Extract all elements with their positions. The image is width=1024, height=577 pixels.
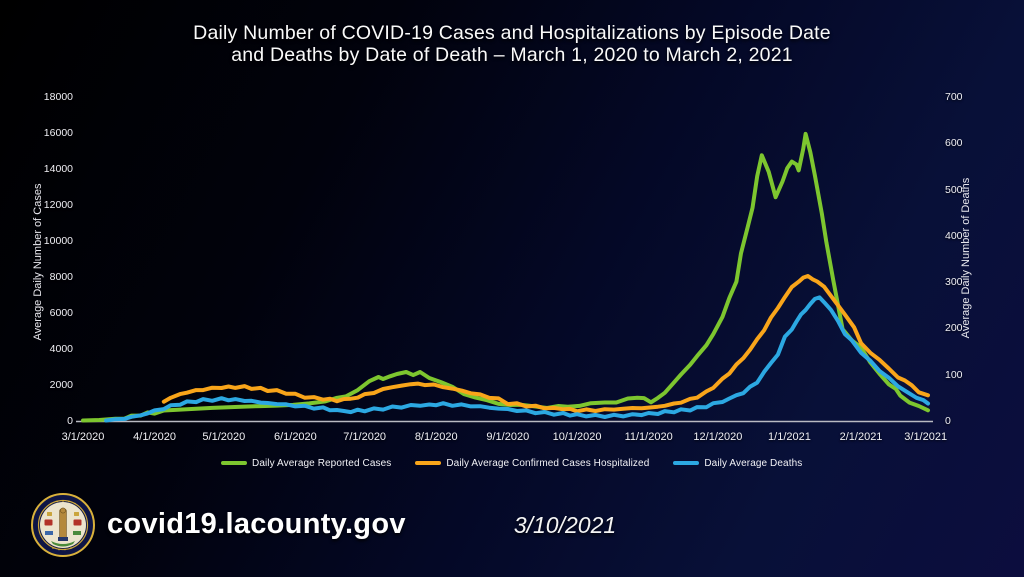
chart-title: Daily Number of COVID-19 Cases and Hospi…: [0, 22, 1024, 66]
left-axis-tick: 4000: [49, 343, 73, 355]
right-axis-tick: 600: [945, 137, 963, 150]
right-axis-tick: 200: [945, 322, 963, 335]
legend-label: Daily Average Reported Cases: [252, 457, 392, 469]
series-line-left: [161, 274, 930, 414]
chart-legend: Daily Average Reported Cases Daily Averag…: [221, 456, 802, 470]
la-county-seal-logo: [31, 493, 95, 557]
x-axis-tick: 8/1/2020: [414, 431, 458, 443]
seal-left-emblems: [44, 512, 53, 535]
legend-line-swatch: [673, 461, 700, 465]
series-line-right: [104, 295, 930, 423]
seal-right-emblems: [73, 512, 82, 535]
series-line-left: [81, 131, 930, 423]
footer-date: 3/10/2021: [513, 512, 617, 538]
legend-item: Daily Average Reported Cases: [221, 458, 391, 469]
legend-item: Daily Average Confirmed Cases Hospitaliz…: [415, 458, 649, 469]
left-axis-tick: 6000: [49, 307, 73, 319]
right-axis-tick: 0: [945, 415, 951, 427]
x-axis-tick: 9/1/2020: [486, 431, 530, 443]
legend-line-swatch: [415, 461, 442, 465]
left-axis-title: Average Daily Number of Cases: [32, 183, 44, 341]
x-axis-tick: 11/1/2020: [624, 431, 673, 443]
legend-item: Daily Average Deaths: [673, 458, 802, 469]
legend-label: Daily Average Confirmed Cases Hospitaliz…: [446, 457, 650, 469]
left-axis-tick: 14000: [43, 163, 73, 175]
x-axis-tick: 3/1/2020: [61, 431, 105, 443]
right-axis-tick: 700: [945, 91, 963, 103]
chart-title-line1: Daily Number of COVID-19 Cases and Hospi…: [193, 22, 831, 44]
legend-line-swatch: [221, 461, 247, 465]
seal-band-text-dots: [50, 500, 76, 551]
right-axis-tick: 500: [945, 183, 963, 196]
right-axis-tick: 300: [945, 276, 963, 289]
left-axis-tick: 2000: [49, 379, 73, 391]
right-axis-tick: 400: [945, 229, 963, 242]
left-axis-tick: 0: [67, 415, 73, 427]
left-axis-tick: 8000: [49, 271, 73, 283]
left-axis-tick: 16000: [43, 127, 73, 139]
legend-label: Daily Average Deaths: [704, 457, 803, 469]
left-axis-tick: 10000: [43, 235, 73, 247]
right-axis-tick: 100: [945, 368, 963, 381]
seal-center-figure: [58, 507, 68, 541]
seal-bottom-laurel: [51, 541, 75, 547]
footer-url: covid19.lacounty.gov: [107, 508, 406, 540]
x-axis-tick: 4/1/2020: [133, 431, 176, 443]
x-axis-tick: 12/1/2020: [693, 431, 743, 443]
x-axis-tick: 3/1/2021: [904, 431, 948, 443]
x-axis-tick: 2/1/2021: [839, 431, 883, 443]
x-axis-tick: 7/1/2020: [343, 431, 387, 443]
left-axis-tick: 18000: [43, 91, 73, 103]
x-axis-tick: 1/1/2021: [768, 431, 811, 443]
chart-title-line2: and Deaths by Date of Death – March 1, 2…: [231, 44, 793, 66]
left-axis-tick: 12000: [43, 199, 73, 211]
x-axis-tick: 10/1/2020: [552, 431, 602, 443]
x-axis-tick: 6/1/2020: [273, 431, 317, 443]
x-axis-tick: 5/1/2020: [202, 431, 246, 443]
